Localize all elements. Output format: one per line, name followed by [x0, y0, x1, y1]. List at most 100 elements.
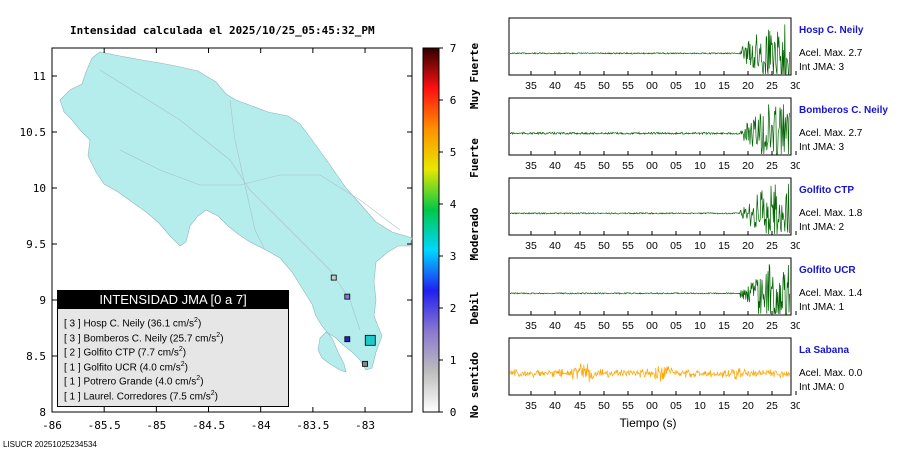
waveform-tick-label: 10 — [694, 80, 706, 92]
waveform-tick-label: 55 — [622, 400, 634, 412]
station-int-jma: Int JMA: 3 — [799, 142, 845, 153]
waveform-tick-label: 05 — [670, 320, 682, 332]
waveform-frame — [508, 97, 792, 156]
colorbar-tick-label: 0 — [450, 406, 457, 419]
waveform-frame — [508, 177, 792, 236]
station-marker — [362, 360, 368, 367]
legend-row-unit-exp: 2 — [194, 317, 198, 324]
map-stations — [330, 274, 376, 367]
colorbar-tick-label: 4 — [450, 198, 457, 211]
station-marker — [344, 293, 351, 300]
waveform-tick-label: 30 — [790, 400, 800, 412]
waveform-tick-label: 50 — [598, 160, 610, 172]
waveform-tick-label: 35 — [525, 320, 537, 332]
map-y-tick-label: 8 — [39, 406, 46, 419]
colorbar-ticks: 0 1 2 3 4 5 6 7 — [439, 42, 457, 419]
colorbar-category-label: No sentido — [468, 352, 481, 419]
waveform-tick-label: 05 — [670, 80, 682, 92]
map-y-tick-label: 8.5 — [26, 350, 46, 363]
legend-row-unit-exp: 2 — [210, 390, 215, 397]
waveform-trace — [509, 24, 790, 75]
legend-header: INTENSIDAD JMA [0 a 7] — [57, 290, 289, 309]
waveform-tick-label: 25 — [766, 400, 778, 412]
waveform-panel: 35 40 45 50 55 00 05 10 15 20 25 30 — [508, 257, 800, 332]
waveform-tick-label: 35 — [525, 400, 537, 412]
waveform-tick-label: 15 — [718, 320, 730, 332]
colorbar-fill — [422, 47, 440, 413]
station-name: Bomberos C. Neily — [799, 105, 888, 116]
waveform-tick-label: 55 — [622, 160, 634, 172]
legend-row: [ 1 ] Golfito UCR (4.0 cm/s2) — [64, 359, 188, 374]
waveform-tick-label: 50 — [598, 240, 610, 252]
waveform-tick-label: 55 — [622, 320, 634, 332]
waveform-panel: 35 40 45 50 55 00 05 10 15 20 25 30 — [508, 17, 800, 92]
station-marker — [364, 334, 376, 346]
station-name: Golfito UCR — [799, 265, 856, 276]
waveform-tick-label: 20 — [742, 400, 754, 412]
road-network-b — [119, 149, 401, 231]
map-x-tick-label: -83 — [355, 419, 375, 432]
map-y-tick-label: 9.5 — [26, 238, 46, 251]
station-int-jma: Int JMA: 3 — [799, 62, 845, 73]
colorbar-labels: No sentido Debil Moderado Fuerte Muy Fuerte — [468, 43, 481, 419]
station-acel-max: Acel. Max. 1.8 — [799, 208, 863, 219]
waveform-tick-label: 10 — [694, 240, 706, 252]
legend-row-close: ) — [182, 347, 187, 359]
waveform-panel: 35 40 45 50 55 00 05 10 15 20 25 30 — [508, 97, 800, 172]
waveform-tick-label: 30 — [790, 160, 800, 172]
waveform-tick-label: 25 — [766, 240, 778, 252]
waveform-x-axis-label: Tiempo (s) — [620, 416, 677, 430]
waveform-tick-label: 35 — [525, 80, 537, 92]
waveform-trace — [509, 363, 790, 383]
map-x-axis: -86 -85.5 -85 -84.5 -84 -83.5 -83 — [42, 48, 375, 432]
waveform-tick-label: 20 — [742, 160, 754, 172]
report-title: Intensidad calculada el 2025/10/25_05:45… — [70, 24, 375, 37]
colorbar-category-label: Moderado — [468, 207, 481, 260]
legend-row-unit-exp: 2 — [216, 331, 221, 339]
waveform-tick-label: 40 — [549, 80, 561, 92]
waveform-tick-label: 05 — [670, 160, 682, 172]
waveform-tick-label: 05 — [670, 240, 682, 252]
waveform-tick-label: 55 — [622, 80, 634, 92]
footer-id: LISUCR 20251025234534 — [3, 440, 97, 449]
waveform-tick-label: 55 — [622, 240, 634, 252]
map-x-tick-label: -85 — [146, 419, 166, 432]
waveform-tick-label: 15 — [718, 160, 730, 172]
waveform-tick-label: 05 — [670, 400, 682, 412]
legend-row-text: [ 2 ] Golfito CTP (7.7 cm/s — [64, 347, 179, 359]
waveform-tick-label: 20 — [742, 80, 754, 92]
waveform-trace — [509, 104, 790, 155]
waveform-tick-label: 40 — [549, 240, 561, 252]
map-x-tick-label: -86 — [42, 419, 62, 432]
waveform-panel: 35 40 45 50 55 00 05 10 15 20 25 30 — [508, 177, 800, 252]
waveform-tick-label: 50 — [598, 320, 610, 332]
station-name: La Sabana — [799, 345, 850, 356]
intensity-legend: [ 3 ] Hosp C. Neily (36.1 cm/s2)[ 3 ] Bo… — [57, 290, 289, 407]
station-acel-max: Acel. Max. 1.4 — [799, 288, 863, 299]
legend-row-text: [ 3 ] Hosp C. Neily (36.1 cm/s — [64, 318, 195, 330]
legend-row: [ 3 ] Hosp C. Neily (36.1 cm/s2) — [64, 315, 201, 330]
legend-row-close: ) — [214, 391, 218, 403]
colorbar-tick-label: 7 — [450, 42, 457, 55]
waveform-trace — [509, 264, 790, 315]
legend-row-unit-exp: 2 — [180, 360, 185, 368]
road-network-a — [99, 69, 361, 331]
waveform-tick-label: 20 — [742, 320, 754, 332]
waveform-tick-label: 00 — [646, 320, 658, 332]
waveform-tick-label: 00 — [646, 240, 658, 252]
map-y-axis: 11 10.5 10 9.5 9 8.5 8 — [20, 70, 412, 419]
station-int-jma: Int JMA: 0 — [799, 382, 845, 393]
waveform-tick-label: 45 — [574, 320, 586, 332]
waveform-tick-label: 45 — [574, 400, 586, 412]
colorbar-category-label: Debil — [468, 291, 481, 324]
station-int-jma: Int JMA: 2 — [799, 222, 845, 233]
legend-row-close: ) — [184, 362, 188, 374]
waveform-tick-label: 25 — [766, 160, 778, 172]
map-x-tick-label: -83.5 — [296, 419, 329, 432]
legend-row: [ 2 ] Golfito CTP (7.7 cm/s2) — [64, 344, 186, 359]
costa-rica-landmass — [59, 51, 413, 373]
waveform-frame — [508, 337, 792, 396]
map-y-tick-label: 9 — [39, 294, 46, 307]
waveform-tick-label: 30 — [790, 80, 800, 92]
waveform-frame — [508, 17, 792, 76]
